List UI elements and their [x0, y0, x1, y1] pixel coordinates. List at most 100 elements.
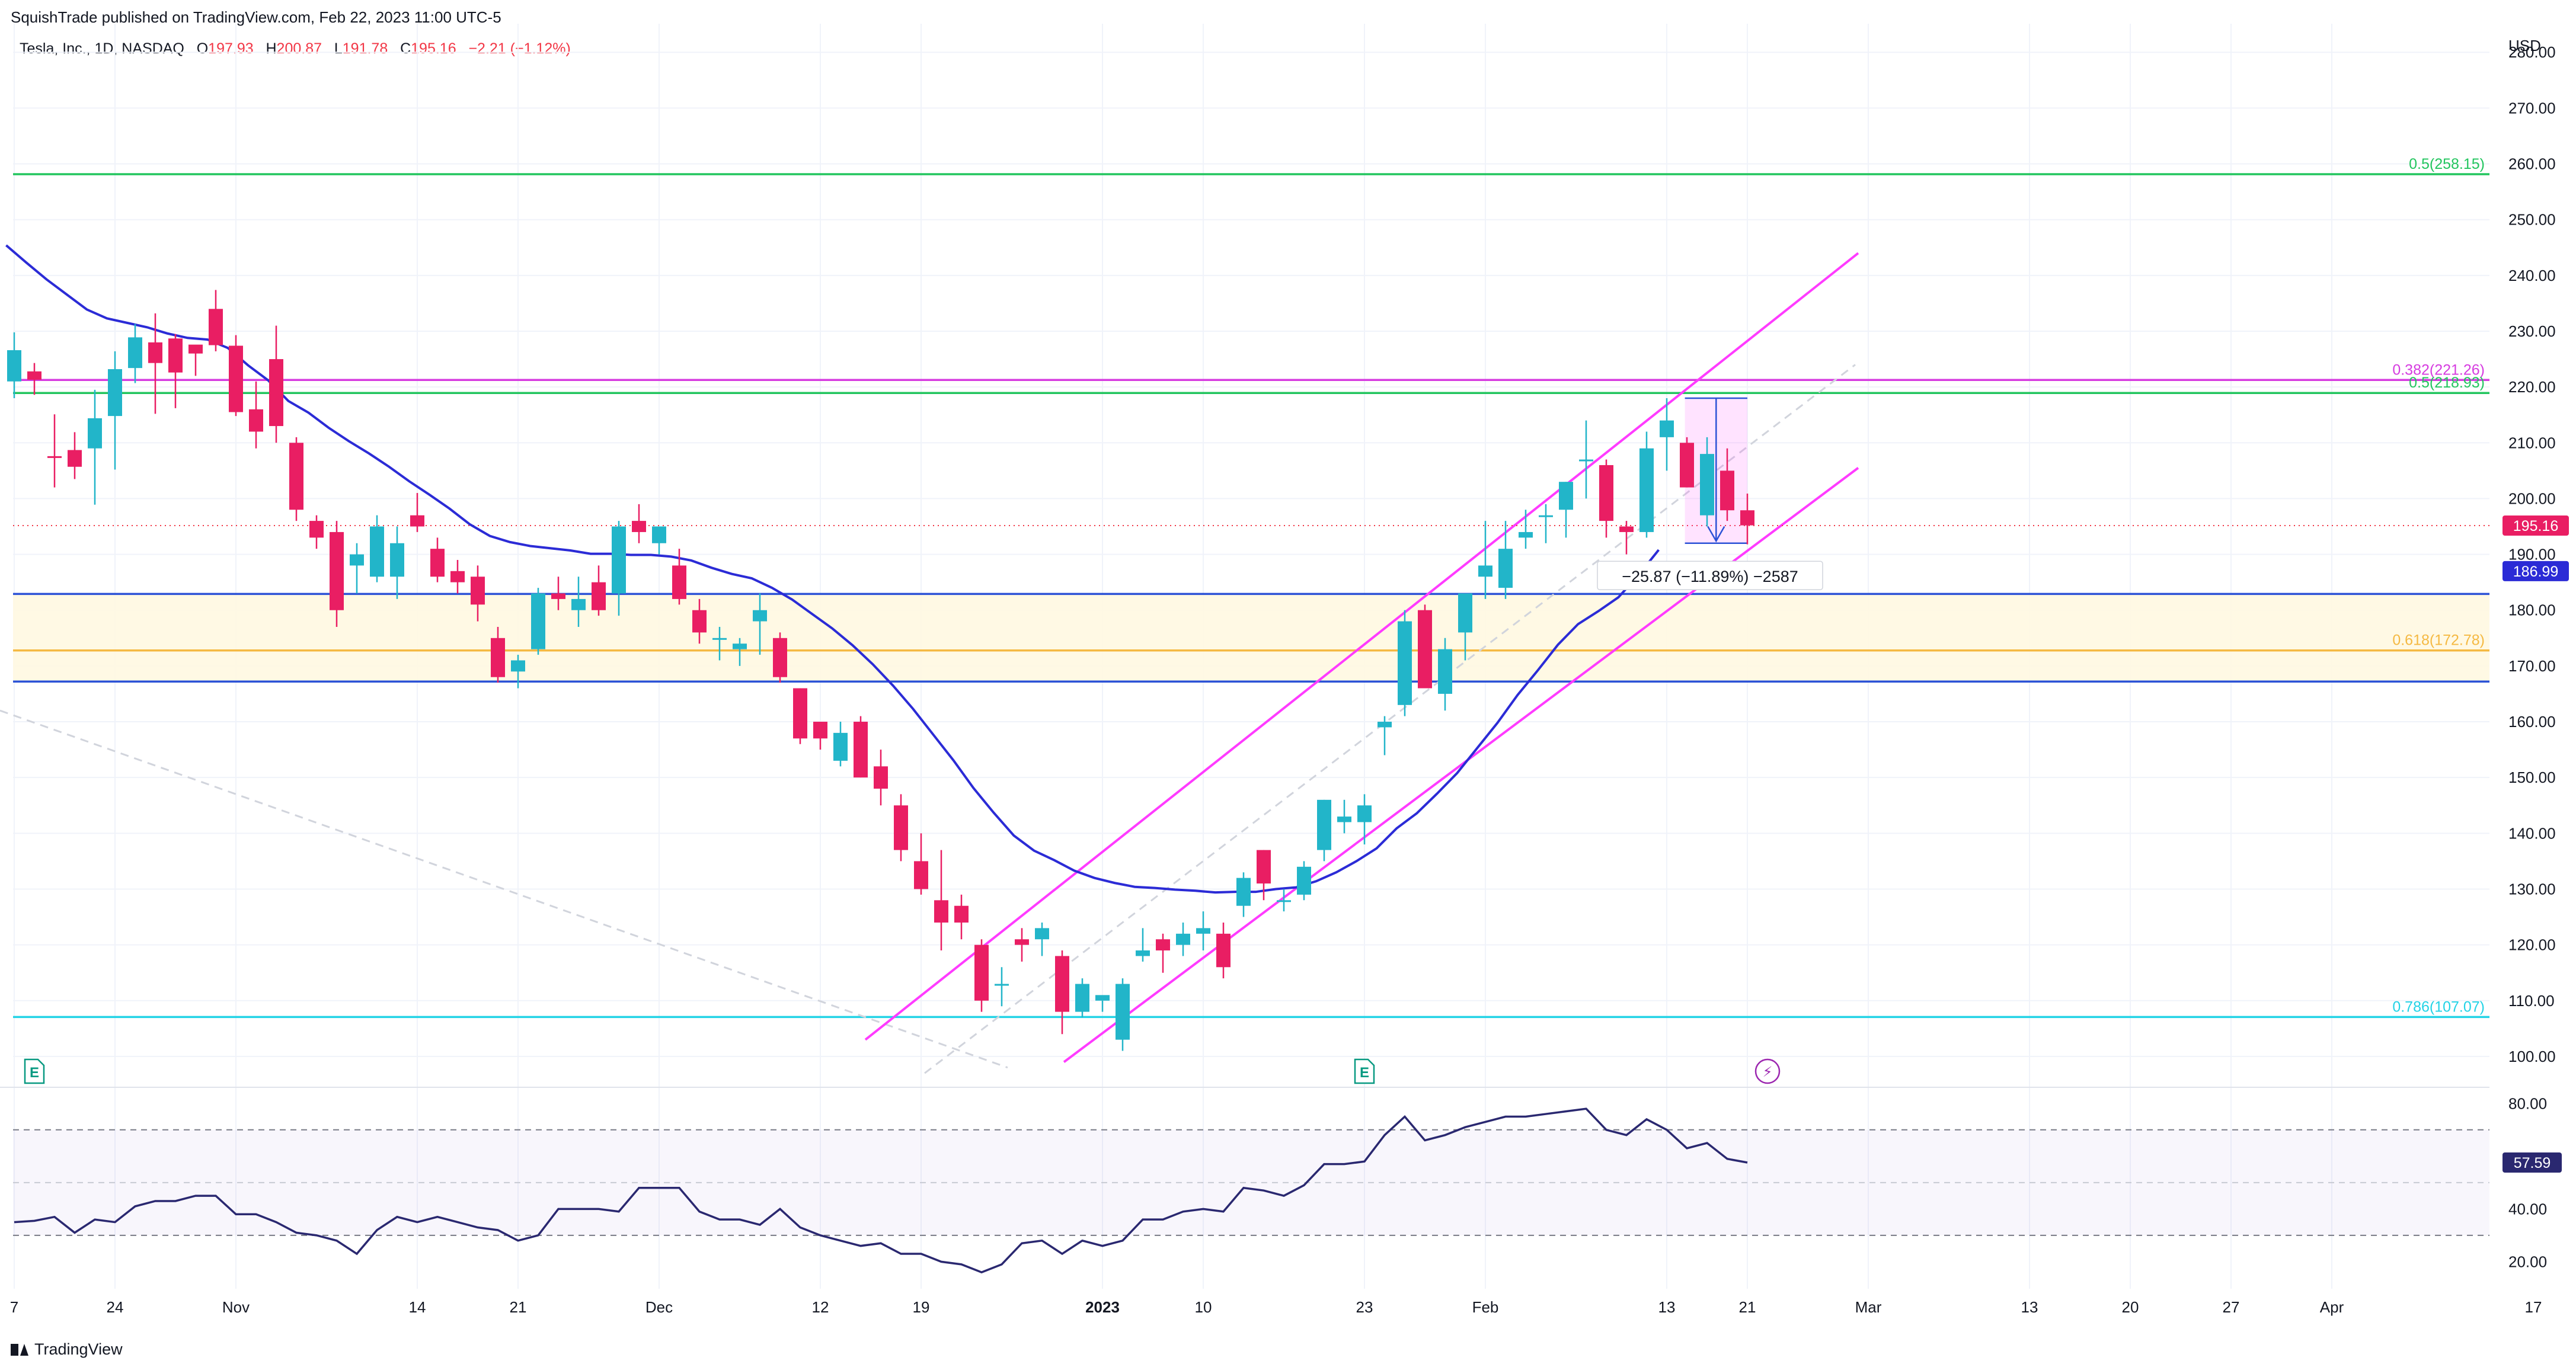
- time-tick-label: 17: [2525, 1298, 2542, 1316]
- candle: [289, 437, 303, 521]
- candle-body: [108, 369, 122, 417]
- time-axis: 7 24 Nov 14 21 Dec 12 19 2023 10 23 Feb 13 21 Mar 13 20 2…: [10, 1298, 2542, 1316]
- candle: [309, 515, 324, 549]
- candle: [450, 560, 465, 594]
- candle: [753, 593, 767, 655]
- candle: [430, 537, 445, 582]
- candle-body: [1478, 565, 1492, 577]
- price-tick-label: 160.00: [2508, 713, 2556, 731]
- candle-body: [854, 722, 868, 778]
- dividend-icon: ⚡: [1754, 1058, 1781, 1084]
- candle: [47, 414, 62, 488]
- candle: [108, 351, 122, 470]
- candle: [1277, 889, 1291, 912]
- price-tick-label: 240.00: [2508, 267, 2556, 284]
- candle: [7, 332, 21, 398]
- time-tick-label: Mar: [1855, 1298, 1882, 1316]
- candle: [773, 632, 787, 683]
- candle: [128, 324, 142, 383]
- candle-body: [1680, 443, 1694, 488]
- dashed-trend-line: [0, 709, 1008, 1069]
- candle: [672, 549, 686, 605]
- candle-body: [370, 526, 384, 577]
- time-tick-label: Feb: [1472, 1298, 1499, 1316]
- candle-body: [471, 577, 485, 605]
- measure-label-box: [1597, 561, 1823, 590]
- rsi-badge: [2503, 1152, 2562, 1173]
- candle-body: [1619, 526, 1634, 532]
- candle-body: [1660, 420, 1674, 437]
- candle: [1136, 928, 1150, 962]
- close-value: 195.16: [411, 40, 456, 57]
- time-tick-label: 10: [1195, 1298, 1212, 1316]
- candle: [1418, 604, 1432, 689]
- candle-body: [1357, 805, 1372, 822]
- candle-body: [1599, 465, 1613, 521]
- candle-body: [571, 598, 586, 610]
- fib-level-label: 0.5(258.15): [2409, 156, 2485, 172]
- candle-body: [692, 610, 707, 633]
- candle-body: [1418, 610, 1432, 689]
- price-tick-label: 180.00: [2508, 601, 2556, 619]
- rsi-tick-label: 80.00: [2508, 1094, 2547, 1112]
- candle-body: [1720, 470, 1734, 511]
- candle-body: [974, 944, 989, 1001]
- candle-body: [1317, 799, 1331, 850]
- candle-body: [491, 638, 505, 677]
- candle: [894, 794, 908, 862]
- candle-body: [88, 418, 102, 449]
- time-tick-label: 21: [510, 1298, 527, 1316]
- svg-text:⚡: ⚡: [1763, 1064, 1773, 1080]
- candle-body: [1639, 448, 1654, 532]
- candles: [7, 290, 1754, 1051]
- rsi-badge-label: 57.59: [2514, 1155, 2551, 1171]
- candle-body: [1559, 482, 1573, 510]
- candle-body: [269, 359, 283, 427]
- candle-body: [209, 309, 223, 345]
- candle: [692, 598, 707, 644]
- time-tick-label: 19: [913, 1298, 930, 1316]
- candle: [491, 626, 505, 683]
- publisher-line: SquishTrade published on TradingView.com…: [11, 8, 501, 26]
- candle: [854, 716, 868, 778]
- price-tick-label: 120.00: [2508, 936, 2556, 954]
- candle: [68, 432, 82, 479]
- candle: [733, 638, 747, 666]
- candle: [1720, 448, 1734, 521]
- candle-body: [1075, 984, 1089, 1012]
- rsi-line: [14, 1107, 1748, 1274]
- candle: [1378, 716, 1392, 755]
- candle: [874, 750, 888, 806]
- candle-body: [773, 638, 787, 677]
- candle-body: [430, 549, 445, 577]
- rsi-tick-label: 20.00: [2508, 1253, 2547, 1270]
- candle-body: [309, 521, 324, 538]
- candle-body: [27, 371, 41, 380]
- earnings-icon: E: [1354, 1058, 1375, 1084]
- candle: [1619, 521, 1634, 555]
- candle: [350, 543, 364, 594]
- tradingview-brand[interactable]: TradingView: [11, 1340, 123, 1359]
- candle: [1116, 978, 1130, 1051]
- low-value: 191.78: [342, 40, 388, 57]
- candle-body: [652, 526, 666, 543]
- candle-body: [531, 593, 545, 649]
- candle-body: [1519, 531, 1533, 538]
- candle-body: [128, 337, 142, 369]
- candle: [793, 688, 807, 744]
- candle: [229, 335, 243, 417]
- candle: [1438, 638, 1452, 711]
- price-tick-label: 140.00: [2508, 824, 2556, 842]
- candle-body: [1136, 950, 1150, 956]
- candle: [511, 655, 525, 689]
- time-tick-label: 7: [10, 1298, 18, 1316]
- candle-body: [188, 344, 203, 354]
- candle: [410, 493, 424, 532]
- candle: [531, 588, 545, 655]
- axis-unit-label: USD: [2508, 37, 2541, 55]
- price-tick-label: 190.00: [2508, 546, 2556, 563]
- candle-body: [350, 554, 364, 566]
- candle: [1015, 928, 1029, 962]
- candle-body: [632, 521, 646, 532]
